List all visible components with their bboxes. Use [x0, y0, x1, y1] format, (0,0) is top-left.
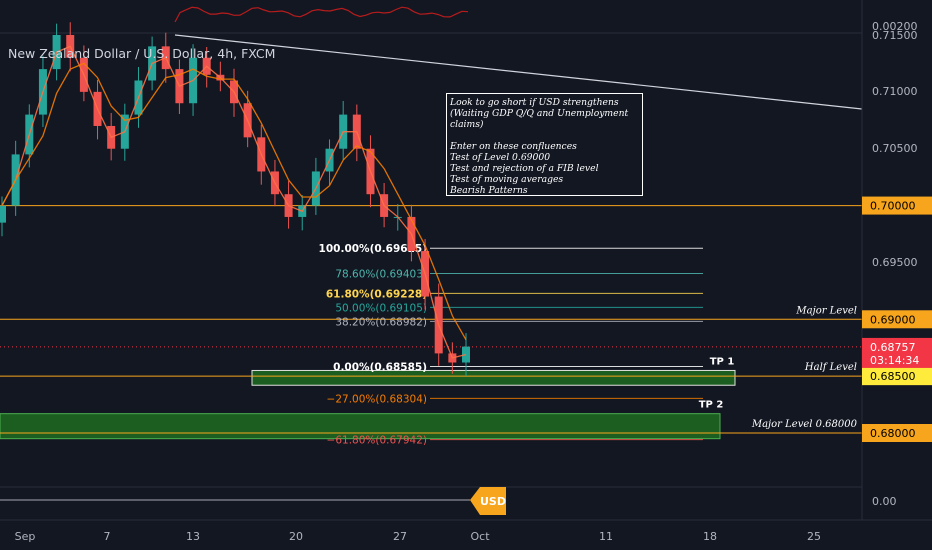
usd-badge-bg: [470, 487, 506, 515]
note-line: Test of moving averages: [450, 174, 564, 185]
price-tick-label: 0.70500: [872, 142, 918, 155]
time-axis[interactable]: Sep 7 13 20 27 Oct 11 18 25: [0, 519, 932, 543]
note-line: claims): [450, 119, 484, 130]
fib-label: 0.00%(0.68585): [333, 361, 427, 373]
note-line: Enter on these confluences: [450, 141, 577, 152]
target-zones: TP 1 TP 2: [0, 356, 736, 440]
bottom-pane-tag: 0.00: [872, 495, 897, 508]
time-tick-label: Sep: [15, 530, 36, 543]
price-axis[interactable]: 0.71500 0.71000 0.70500 0.69500 0.00200 0.700…: [861, 0, 932, 520]
fib-retracement: 100.00%(0.69625) 78.60%(0.69403) 61.80%(0.…: [319, 243, 703, 447]
fib-label: 50.00%(0.69105): [335, 302, 427, 314]
time-tick-label: 20: [289, 530, 303, 543]
time-tick-label: 18: [703, 530, 717, 543]
target-label: TP 2: [699, 400, 724, 411]
target-zone: [0, 413, 721, 440]
fib-label: 38.20%(0.68982): [335, 316, 427, 328]
note-line: (Waiting GDP Q/Q and Unemployment: [450, 108, 629, 119]
level-label: Major Level 0.68000: [751, 419, 858, 430]
level-tag-bg: [862, 196, 932, 215]
time-tick-label: Oct: [470, 530, 490, 543]
current-price-tag: 0.68757: [870, 341, 916, 354]
candle-body: [0, 205, 6, 223]
countdown-tag: 03:14:34: [870, 354, 919, 367]
level-tag: 0.69000: [870, 313, 916, 326]
top-indicator-line: [174, 6, 469, 23]
descending-trendline: [174, 34, 863, 110]
fib-label: −61.80%(0.67942): [327, 435, 427, 447]
price-tick-label: 0.69500: [872, 256, 918, 269]
time-tick-label: 13: [186, 530, 200, 543]
level-label: Half Level: [804, 362, 857, 373]
time-tick-label: 11: [599, 530, 613, 543]
top-pane-tag: 0.00200: [872, 20, 918, 33]
usd-badge: USD: [480, 495, 506, 508]
time-tick-label: 25: [807, 530, 821, 543]
fib-label: −27.00%(0.68304): [327, 393, 427, 405]
note-line: Bearish Patterns: [450, 185, 528, 196]
level-tag-bg: [862, 310, 932, 329]
top-indicator-pane: [0, 6, 862, 34]
moving-averages: [1, 45, 467, 359]
bottom-indicator-pane: USD: [0, 486, 862, 515]
horizontal-levels: Major Level Half Level Major Level 0.68000: [0, 205, 862, 434]
level-tag: 0.68500: [870, 370, 916, 383]
note-line: Look to go short if USD strengthens: [450, 97, 619, 108]
level-label: Major Level: [795, 305, 857, 316]
fib-label: 78.60%(0.69403): [335, 268, 427, 280]
note-line: Test of Level 0.69000: [450, 152, 551, 163]
moving-average-line: [1, 62, 467, 341]
level-tag-bg: [862, 367, 932, 386]
fib-label: 100.00%(0.69625): [319, 243, 427, 255]
price-tick-label: 0.71500: [872, 29, 918, 42]
level-tag-bg: [862, 424, 932, 442]
note-box[interactable]: Look to go short if USD strengthens (Wait…: [446, 93, 643, 196]
current-price-tag-bg: [862, 337, 932, 368]
fib-label: 61.80%(0.69228): [326, 288, 427, 300]
level-tag: 0.70000: [870, 200, 916, 213]
price-tick-label: 0.71000: [872, 85, 918, 98]
symbol-title: New Zealand Dollar / U.S. Dollar, 4h, FX…: [8, 46, 276, 61]
target-label: TP 1: [710, 356, 735, 367]
trendline: [174, 34, 863, 110]
time-tick-label: 7: [104, 530, 111, 543]
time-tick-label: 27: [393, 530, 407, 543]
level-tag: 0.68000: [870, 427, 916, 440]
target-zone: [251, 369, 736, 386]
note-line: [450, 130, 639, 141]
note-line: Test and rejection of a FIB level: [450, 163, 599, 174]
